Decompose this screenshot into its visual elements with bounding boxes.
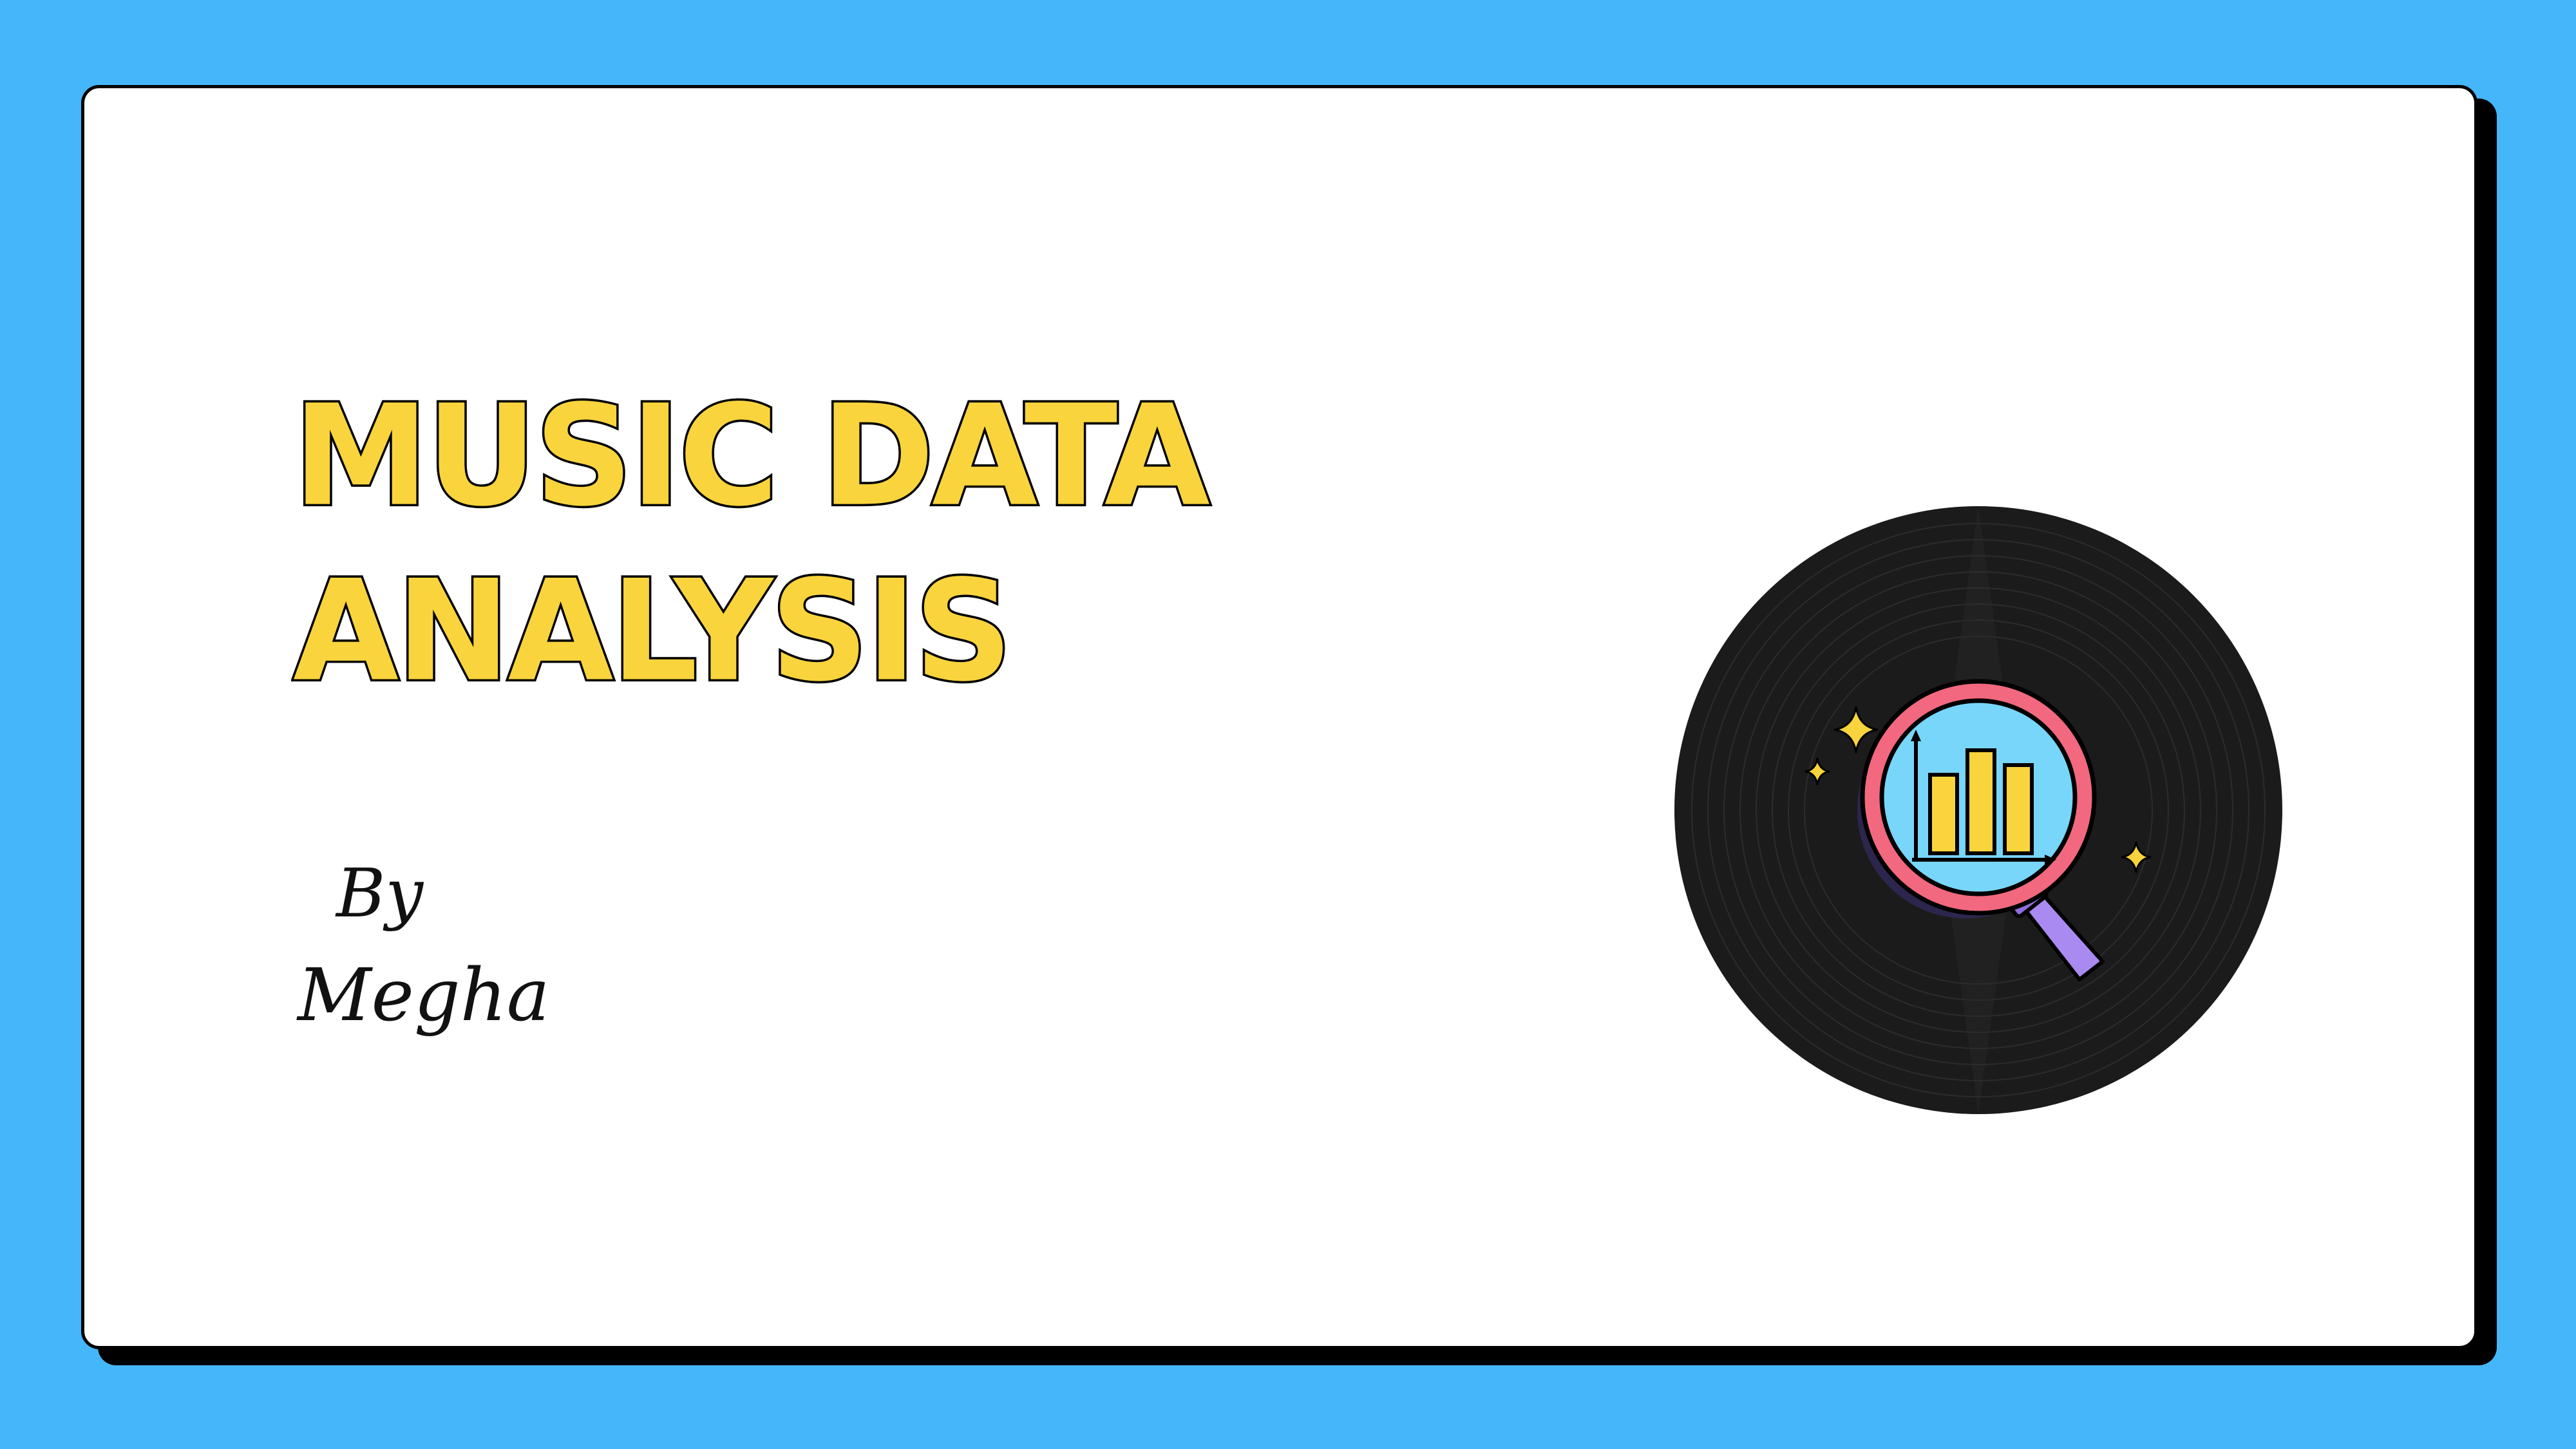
sparkle-icon — [1804, 706, 2152, 873]
byline-author: Megha — [298, 954, 550, 1037]
title-line-2: ANALYSIS — [290, 549, 1014, 712]
byline-by: By — [336, 854, 424, 933]
vinyl-record-icon — [1674, 506, 2282, 1114]
title-line-1: MUSIC DATA — [291, 374, 1213, 537]
bar-chart-icon — [1911, 730, 2056, 865]
